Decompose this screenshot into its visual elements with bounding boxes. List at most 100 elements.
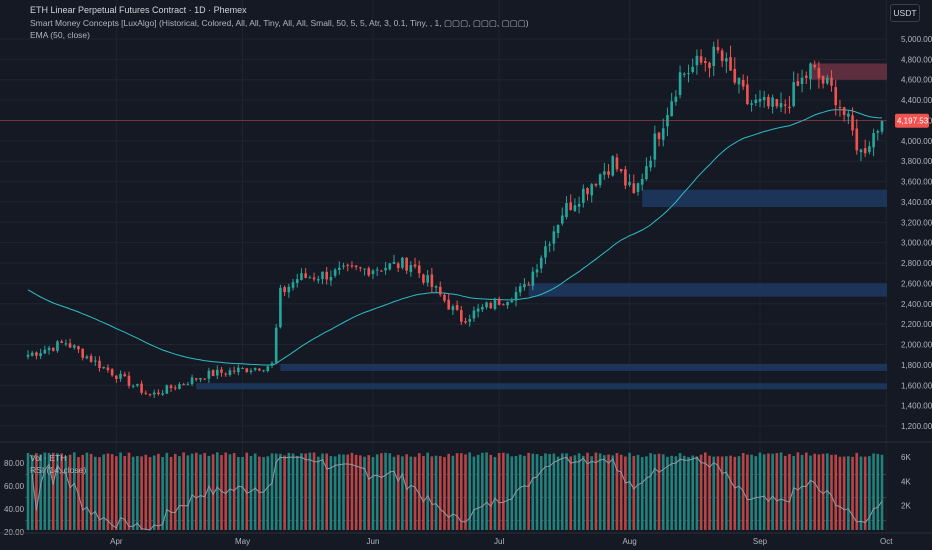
candle-body bbox=[708, 62, 711, 69]
candle-body bbox=[628, 182, 631, 185]
candle-body bbox=[544, 246, 547, 258]
volume-bar bbox=[60, 453, 63, 530]
candle bbox=[232, 366, 236, 375]
candle bbox=[531, 267, 535, 291]
volume-bar bbox=[746, 454, 749, 530]
candle bbox=[674, 90, 678, 106]
volume-bar bbox=[72, 452, 76, 530]
candle-body bbox=[417, 265, 421, 274]
volume-bar bbox=[388, 453, 392, 530]
candle-body bbox=[876, 131, 880, 133]
candle bbox=[632, 174, 636, 194]
volume-bar bbox=[548, 453, 551, 530]
volume-bar bbox=[371, 457, 375, 530]
candle-body bbox=[788, 106, 791, 109]
candle-body bbox=[851, 115, 854, 131]
volume-bar bbox=[224, 452, 228, 530]
volume-bar bbox=[762, 454, 766, 530]
volume-bar bbox=[640, 457, 644, 530]
candle-body bbox=[384, 267, 387, 271]
candle bbox=[741, 74, 745, 90]
candle-body bbox=[577, 203, 581, 207]
candle-body bbox=[624, 169, 627, 186]
candle bbox=[30, 350, 34, 357]
price-tick-label: 5,000.00 bbox=[901, 35, 932, 44]
candle-body bbox=[838, 106, 842, 108]
candle-body bbox=[573, 205, 577, 211]
candle bbox=[270, 361, 274, 369]
volume-bar bbox=[165, 452, 169, 530]
ema-indicator-label[interactable]: EMA (50, close) bbox=[30, 30, 90, 40]
rsi-label[interactable]: RSI (14, close) bbox=[30, 465, 87, 475]
candle bbox=[413, 257, 417, 269]
candle-body bbox=[817, 67, 821, 78]
volume-bar bbox=[438, 456, 442, 530]
candle-body bbox=[535, 269, 539, 273]
volume-bar bbox=[767, 453, 770, 530]
volume-bar bbox=[476, 454, 480, 530]
volume-bar bbox=[481, 452, 484, 530]
price-tick-label: 4,400.00 bbox=[901, 96, 932, 105]
volume-bar bbox=[460, 453, 463, 530]
currency-button[interactable]: USDT bbox=[890, 4, 920, 22]
volume-bar bbox=[712, 456, 716, 530]
candle-body bbox=[169, 385, 173, 389]
candle-body bbox=[392, 261, 396, 264]
candle bbox=[169, 384, 173, 392]
volume-bar bbox=[384, 452, 387, 530]
bearish-order-block bbox=[810, 63, 887, 80]
volume-bar bbox=[607, 454, 610, 530]
volume-bar bbox=[582, 455, 585, 530]
volume-bar bbox=[363, 456, 366, 530]
candle-body bbox=[741, 79, 745, 87]
candle-body bbox=[464, 321, 467, 323]
candle bbox=[295, 273, 299, 288]
volume-bar bbox=[140, 456, 143, 530]
smc-indicator-label[interactable]: Smart Money Concepts [LuxAlgo] (Historic… bbox=[30, 18, 529, 28]
time-axis[interactable]: Apr May Jun Jul Aug Sep Oct bbox=[0, 532, 932, 546]
rsi-line bbox=[31, 456, 883, 531]
volume-bar bbox=[847, 456, 850, 530]
volume-bar bbox=[535, 454, 539, 530]
candle bbox=[110, 368, 114, 377]
volume-bar bbox=[838, 456, 842, 530]
candle-body bbox=[136, 384, 139, 386]
candle-body bbox=[413, 264, 417, 267]
volume-bar bbox=[304, 453, 307, 530]
candle bbox=[338, 261, 341, 275]
candle bbox=[115, 374, 118, 383]
candle-body bbox=[262, 370, 265, 372]
candle bbox=[152, 389, 156, 398]
candle-body bbox=[695, 55, 699, 66]
volume-bar bbox=[270, 453, 274, 530]
volume-bar bbox=[859, 456, 863, 530]
candle bbox=[737, 77, 741, 94]
rsi-tick-label: 80.00 bbox=[4, 459, 25, 468]
volume-bar bbox=[868, 456, 871, 530]
candle-body bbox=[523, 284, 526, 288]
volume-bar bbox=[169, 456, 173, 530]
volume-label[interactable]: Vol · ETH bbox=[30, 453, 67, 463]
candle bbox=[401, 256, 404, 270]
volume-bar bbox=[119, 452, 122, 530]
candle-body bbox=[661, 128, 665, 140]
volume-bar bbox=[754, 456, 758, 530]
candle bbox=[342, 262, 345, 270]
candle bbox=[329, 270, 333, 286]
volume-bar bbox=[691, 455, 694, 530]
volume-bar bbox=[308, 452, 312, 530]
candle bbox=[481, 304, 484, 313]
candle bbox=[161, 389, 164, 396]
candle-body bbox=[619, 168, 623, 172]
volume-bar bbox=[178, 456, 181, 530]
volume-bar bbox=[531, 453, 535, 530]
price-axis[interactable]: 5,000.004,800.004,600.004,400.004,200.00… bbox=[887, 0, 932, 550]
candle bbox=[81, 348, 84, 361]
candle-body bbox=[451, 306, 455, 311]
volume-bar bbox=[653, 454, 657, 530]
candle-body bbox=[506, 301, 509, 306]
candle-body bbox=[157, 392, 160, 395]
volume-bar bbox=[661, 454, 665, 530]
candle-body bbox=[649, 160, 652, 168]
